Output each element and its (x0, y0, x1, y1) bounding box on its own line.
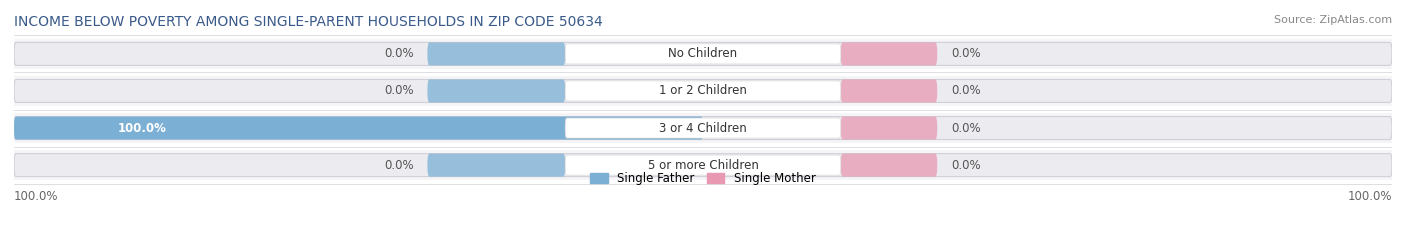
Text: 0.0%: 0.0% (950, 47, 980, 60)
FancyBboxPatch shape (14, 113, 1392, 143)
Text: 5 or more Children: 5 or more Children (648, 159, 758, 172)
Text: 100.0%: 100.0% (14, 190, 59, 203)
FancyBboxPatch shape (841, 154, 938, 177)
FancyBboxPatch shape (14, 79, 1392, 103)
FancyBboxPatch shape (427, 79, 565, 103)
FancyBboxPatch shape (14, 154, 1392, 177)
Legend: Single Father, Single Mother: Single Father, Single Mother (591, 172, 815, 185)
FancyBboxPatch shape (565, 155, 841, 175)
FancyBboxPatch shape (841, 116, 938, 140)
Text: 1 or 2 Children: 1 or 2 Children (659, 85, 747, 97)
Text: Source: ZipAtlas.com: Source: ZipAtlas.com (1274, 15, 1392, 25)
FancyBboxPatch shape (841, 79, 938, 103)
FancyBboxPatch shape (565, 44, 841, 64)
FancyBboxPatch shape (14, 39, 1392, 69)
Text: INCOME BELOW POVERTY AMONG SINGLE-PARENT HOUSEHOLDS IN ZIP CODE 50634: INCOME BELOW POVERTY AMONG SINGLE-PARENT… (14, 15, 603, 29)
FancyBboxPatch shape (841, 42, 938, 65)
FancyBboxPatch shape (14, 76, 1392, 106)
Text: 0.0%: 0.0% (950, 85, 980, 97)
Text: 0.0%: 0.0% (384, 159, 413, 172)
Text: 100.0%: 100.0% (117, 122, 166, 134)
FancyBboxPatch shape (14, 116, 703, 140)
Text: 0.0%: 0.0% (950, 159, 980, 172)
FancyBboxPatch shape (14, 116, 1392, 140)
FancyBboxPatch shape (14, 150, 1392, 180)
FancyBboxPatch shape (427, 154, 565, 177)
FancyBboxPatch shape (565, 118, 841, 138)
Text: 0.0%: 0.0% (950, 122, 980, 134)
Text: 0.0%: 0.0% (384, 47, 413, 60)
FancyBboxPatch shape (14, 42, 1392, 65)
Text: No Children: No Children (668, 47, 738, 60)
Text: 0.0%: 0.0% (384, 85, 413, 97)
FancyBboxPatch shape (565, 81, 841, 101)
Text: 100.0%: 100.0% (1347, 190, 1392, 203)
Text: 3 or 4 Children: 3 or 4 Children (659, 122, 747, 134)
FancyBboxPatch shape (427, 42, 565, 65)
